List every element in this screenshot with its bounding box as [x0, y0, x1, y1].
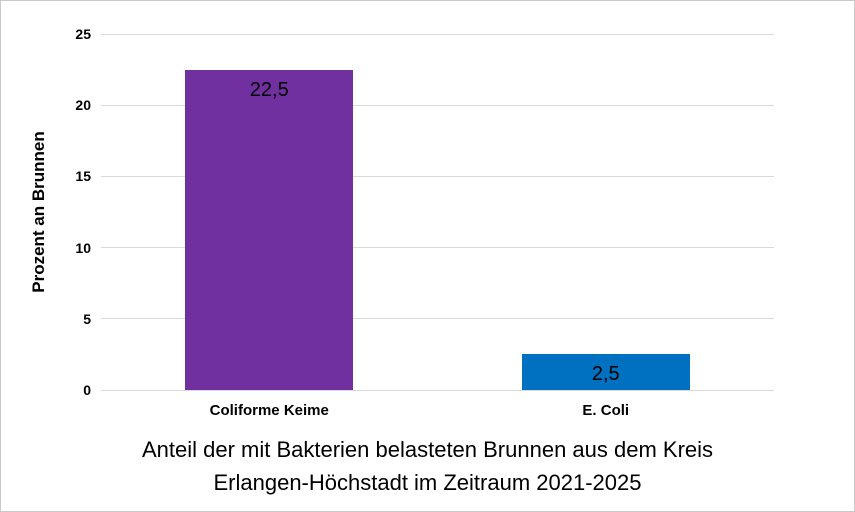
chart-title-line-1: Anteil der mit Bakterien belasteten Brun… — [141, 437, 714, 462]
bar-coliforme-keime: 22,5 — [185, 70, 354, 390]
bar-value-label: 2,5 — [591, 363, 620, 385]
bar-value-label: 22,5 — [249, 79, 289, 101]
gridline-10 — [101, 247, 774, 249]
category-label-e-coli: E. Coli — [582, 402, 630, 419]
gridline-0 — [101, 389, 774, 391]
plot-area: 22,5 2,5 — [101, 33, 774, 391]
gridline-5 — [101, 318, 774, 320]
chart-title: Anteil der mit Bakterien belasteten Brun… — [1, 433, 854, 499]
bar-e-coli: 2,5 — [521, 354, 690, 390]
category-label-coliforme-keime: Coliforme Keime — [209, 402, 329, 419]
gridline-15 — [101, 175, 774, 177]
y-tick-label-5: 5 — [83, 310, 91, 327]
y-tick-label-0: 0 — [83, 382, 91, 398]
y-tick-label-25: 25 — [75, 26, 91, 42]
gridline-20 — [101, 104, 774, 106]
y-tick-label-20: 20 — [75, 97, 91, 114]
y-axis-title: Prozent an Brunnen — [29, 131, 48, 293]
y-tick-label-10: 10 — [75, 239, 91, 256]
chart-title-line-2: Erlangen-Höchstadt im Zeitraum 2021-2025 — [213, 470, 642, 495]
y-tick-label-15: 15 — [75, 168, 91, 185]
gridline-25 — [101, 33, 774, 35]
